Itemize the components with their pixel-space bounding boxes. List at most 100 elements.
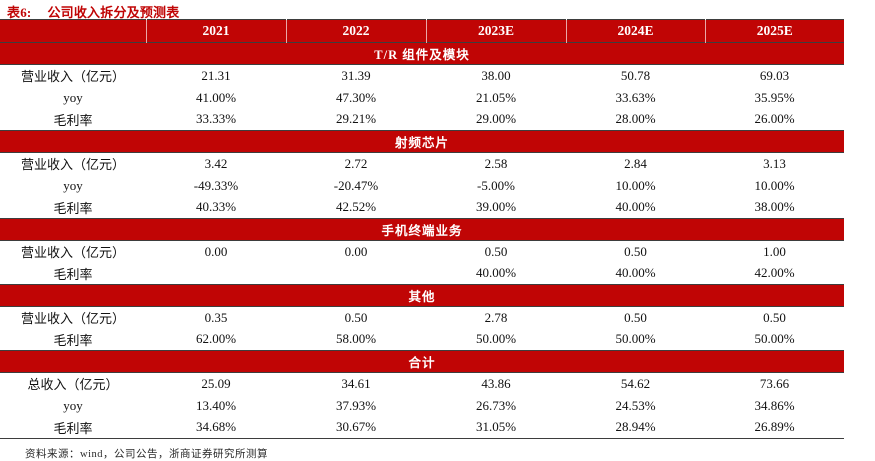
data-cell: 2.78 — [426, 306, 566, 329]
row-label: 营业收入（亿元） — [0, 152, 146, 175]
data-cell: 1.00 — [705, 240, 844, 263]
data-cell: 0.35 — [146, 306, 286, 329]
table-row: yoy 41.00% 47.30% 21.05% 33.63% 35.95% — [0, 86, 844, 109]
column-header-2024e: 2024E — [565, 19, 705, 43]
row-label: 营业收入（亿元） — [0, 306, 146, 329]
column-header-2022: 2022 — [285, 19, 426, 43]
data-cell: 33.33% — [146, 108, 286, 131]
data-cell: 33.63% — [566, 86, 705, 109]
section-title: 合计 — [0, 350, 844, 373]
data-cell: 29.21% — [286, 108, 426, 131]
data-cell: -5.00% — [426, 174, 566, 197]
data-cell: 62.00% — [146, 328, 286, 351]
table-row: 总收入（亿元） 25.09 34.61 43.86 54.62 73.66 — [0, 372, 844, 395]
row-label: 营业收入（亿元） — [0, 64, 146, 87]
data-cell: 39.00% — [426, 196, 566, 219]
column-header-2023e: 2023E — [425, 19, 566, 43]
data-cell: 47.30% — [286, 86, 426, 109]
section-title: 手机终端业务 — [0, 218, 844, 241]
data-cell: 40.33% — [146, 196, 286, 219]
data-cell: 24.53% — [566, 394, 705, 417]
data-cell: 35.95% — [705, 86, 844, 109]
data-cell: 69.03 — [705, 64, 844, 87]
revenue-forecast-table: 2021 2022 2023E 2024E 2025E T/R 组件及模块 营业收入（亿元… — [0, 19, 844, 439]
data-cell — [146, 262, 286, 285]
row-label: 毛利率 — [0, 328, 146, 351]
data-cell: 0.50 — [566, 306, 705, 329]
data-cell: 50.00% — [566, 328, 705, 351]
column-header-2025e: 2025E — [704, 19, 844, 43]
data-cell: 40.00% — [566, 196, 705, 219]
table-title-text: 公司收入拆分及预测表 — [47, 5, 180, 20]
table-row: 毛利率 34.68% 30.67% 31.05% 28.94% 26.89% — [0, 416, 844, 439]
source-note: 资料来源：wind，公司公告，浙商证券研究所测算 — [25, 449, 268, 460]
data-cell: 0.50 — [566, 240, 705, 263]
section-header-row: 手机终端业务 — [0, 218, 844, 241]
data-cell: 38.00 — [426, 64, 566, 87]
data-cell: 29.00% — [426, 108, 566, 131]
table-row: yoy 13.40% 37.93% 26.73% 24.53% 34.86% — [0, 394, 844, 417]
data-cell: 34.61 — [286, 372, 426, 395]
row-label: yoy — [0, 86, 146, 109]
header-cell-empty — [0, 20, 146, 43]
data-cell — [286, 262, 426, 285]
data-cell: 0.50 — [426, 240, 566, 263]
data-cell: 54.62 — [566, 372, 705, 395]
row-label: 毛利率 — [0, 262, 146, 285]
row-label: 总收入（亿元） — [0, 372, 146, 395]
data-cell: -20.47% — [286, 174, 426, 197]
table-row: 营业收入（亿元） 0.00 0.00 0.50 0.50 1.00 — [0, 240, 844, 263]
data-cell: 34.86% — [705, 394, 844, 417]
data-cell: 31.39 — [286, 64, 426, 87]
data-cell: 13.40% — [146, 394, 286, 417]
data-cell: 2.84 — [566, 152, 705, 175]
table-row: 毛利率 40.00% 40.00% 42.00% — [0, 262, 844, 285]
section-title: 其他 — [0, 284, 844, 307]
data-cell: 26.89% — [705, 416, 844, 439]
data-cell: 0.50 — [286, 306, 426, 329]
data-cell: 40.00% — [566, 262, 705, 285]
data-cell: 31.05% — [426, 416, 566, 439]
data-cell: 26.00% — [705, 108, 844, 131]
table-body: T/R 组件及模块 营业收入（亿元） 21.31 31.39 38.00 50.78 69.… — [0, 42, 844, 439]
data-cell: 50.00% — [705, 328, 844, 351]
data-cell: 2.58 — [426, 152, 566, 175]
data-cell: 21.31 — [146, 64, 286, 87]
data-cell: 34.68% — [146, 416, 286, 439]
row-label: yoy — [0, 394, 146, 417]
table-row: 毛利率 33.33% 29.21% 29.00% 28.00% 26.00% — [0, 108, 844, 131]
row-label: 毛利率 — [0, 108, 146, 131]
table-row: 营业收入（亿元） 21.31 31.39 38.00 50.78 69.03 — [0, 64, 844, 87]
data-cell: 42.52% — [286, 196, 426, 219]
data-cell: 30.67% — [286, 416, 426, 439]
table-row: 营业收入（亿元） 3.42 2.72 2.58 2.84 3.13 — [0, 152, 844, 175]
data-cell: 50.00% — [426, 328, 566, 351]
table-row: 毛利率 62.00% 58.00% 50.00% 50.00% 50.00% — [0, 328, 844, 351]
table-row: yoy -49.33% -20.47% -5.00% 10.00% 10.00% — [0, 174, 844, 197]
data-cell: 10.00% — [705, 174, 844, 197]
section-header-row: T/R 组件及模块 — [0, 42, 844, 65]
data-cell: 2.72 — [286, 152, 426, 175]
data-cell: 3.42 — [146, 152, 286, 175]
data-cell: 43.86 — [426, 372, 566, 395]
section-header-row: 射频芯片 — [0, 130, 844, 153]
data-cell: 41.00% — [146, 86, 286, 109]
row-label: 毛利率 — [0, 196, 146, 219]
data-cell: 3.13 — [705, 152, 844, 175]
data-cell: 0.00 — [286, 240, 426, 263]
column-header-2021: 2021 — [145, 19, 286, 43]
data-cell: 21.05% — [426, 86, 566, 109]
data-cell: 28.94% — [566, 416, 705, 439]
section-header-row: 其他 — [0, 284, 844, 307]
section-header-row: 合计 — [0, 350, 844, 373]
data-cell: 38.00% — [705, 196, 844, 219]
data-cell: 10.00% — [566, 174, 705, 197]
data-cell: 50.78 — [566, 64, 705, 87]
table-number: 表6: — [7, 5, 32, 20]
data-cell: 25.09 — [146, 372, 286, 395]
data-cell: 26.73% — [426, 394, 566, 417]
header-row: 2021 2022 2023E 2024E 2025E — [0, 19, 844, 43]
data-cell: 58.00% — [286, 328, 426, 351]
data-cell: 0.00 — [146, 240, 286, 263]
section-title: 射频芯片 — [0, 130, 844, 153]
